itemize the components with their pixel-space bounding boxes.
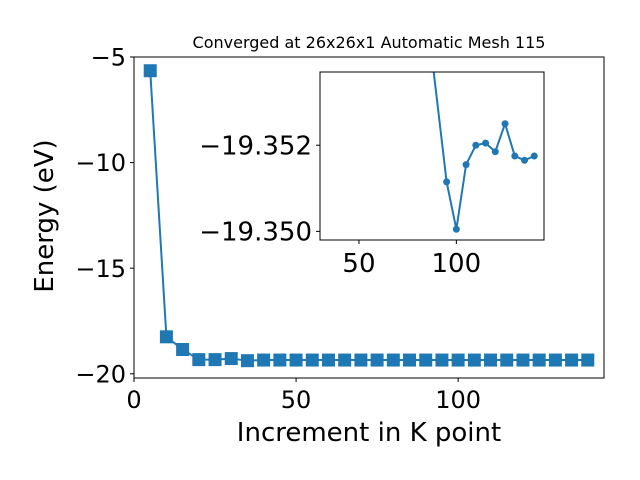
inset-data-point [491, 148, 499, 156]
main-data-point [159, 330, 173, 344]
main-data-point [305, 353, 319, 367]
main-data-point [548, 353, 562, 367]
main-data-point [516, 353, 530, 367]
inset-axes-frame [319, 71, 545, 241]
main-data-point [240, 354, 254, 368]
main-data-point [273, 353, 287, 367]
inset-plot: 50 100 −19.352 −19.350 [199, 71, 545, 279]
main-data-point [484, 353, 498, 367]
inset-y-tick-label: −19.352 [199, 132, 312, 162]
main-data-point [289, 353, 303, 367]
inset-data-point [511, 152, 519, 160]
main-data-point [532, 353, 546, 367]
main-data-point [467, 353, 481, 367]
main-data-point [257, 353, 271, 367]
main-plot: 0 50 100 −20 −15 −10 −5 [75, 44, 605, 414]
y-axis-label: Energy (eV) [30, 139, 60, 292]
inset-data-point [530, 152, 538, 160]
main-data-point [451, 353, 465, 367]
inset-data-point [521, 156, 529, 164]
main-data-point [386, 353, 400, 367]
inset-x-tick-label: 50 [342, 249, 375, 279]
main-data-point [370, 353, 384, 367]
main-data-point [321, 353, 335, 367]
main-data-point [176, 342, 190, 356]
main-data-point [143, 64, 157, 78]
chart-title: Converged at 26x26x1 Automatic Mesh 115 [193, 33, 546, 52]
main-data-point [500, 353, 514, 367]
inset-data-group [432, 72, 538, 233]
main-y-tick-label: −10 [75, 149, 126, 177]
main-data-point [419, 353, 433, 367]
x-axis-label: Increment in K point [237, 418, 501, 448]
main-data-point [565, 353, 579, 367]
inset-data-point [472, 141, 480, 149]
main-data-point [354, 353, 368, 367]
inset-data-point [482, 139, 490, 147]
main-data-point [208, 353, 222, 367]
main-x-tick-label: 50 [281, 386, 312, 414]
main-x-tick-label: 0 [126, 386, 141, 414]
main-data-point [224, 352, 238, 366]
main-axes-frame [133, 56, 605, 379]
main-y-tick-label: −20 [75, 360, 126, 388]
main-data-point [581, 353, 595, 367]
main-x-tick-label: 100 [435, 386, 481, 414]
main-data-group [143, 64, 595, 368]
inset-y-tick-label: −19.350 [199, 218, 312, 248]
inset-data-point [462, 161, 470, 169]
inset-x-tick-label: 100 [432, 249, 482, 279]
main-data-point [435, 353, 449, 367]
inset-data-point [452, 225, 460, 233]
main-data-point [403, 353, 417, 367]
main-data-point [338, 353, 352, 367]
main-y-tick-label: −15 [75, 255, 126, 283]
main-y-tick-label: −5 [91, 44, 126, 72]
main-series-line [149, 70, 588, 362]
main-data-point [192, 353, 206, 367]
inset-data-point [501, 120, 509, 128]
inset-data-point [443, 178, 451, 186]
